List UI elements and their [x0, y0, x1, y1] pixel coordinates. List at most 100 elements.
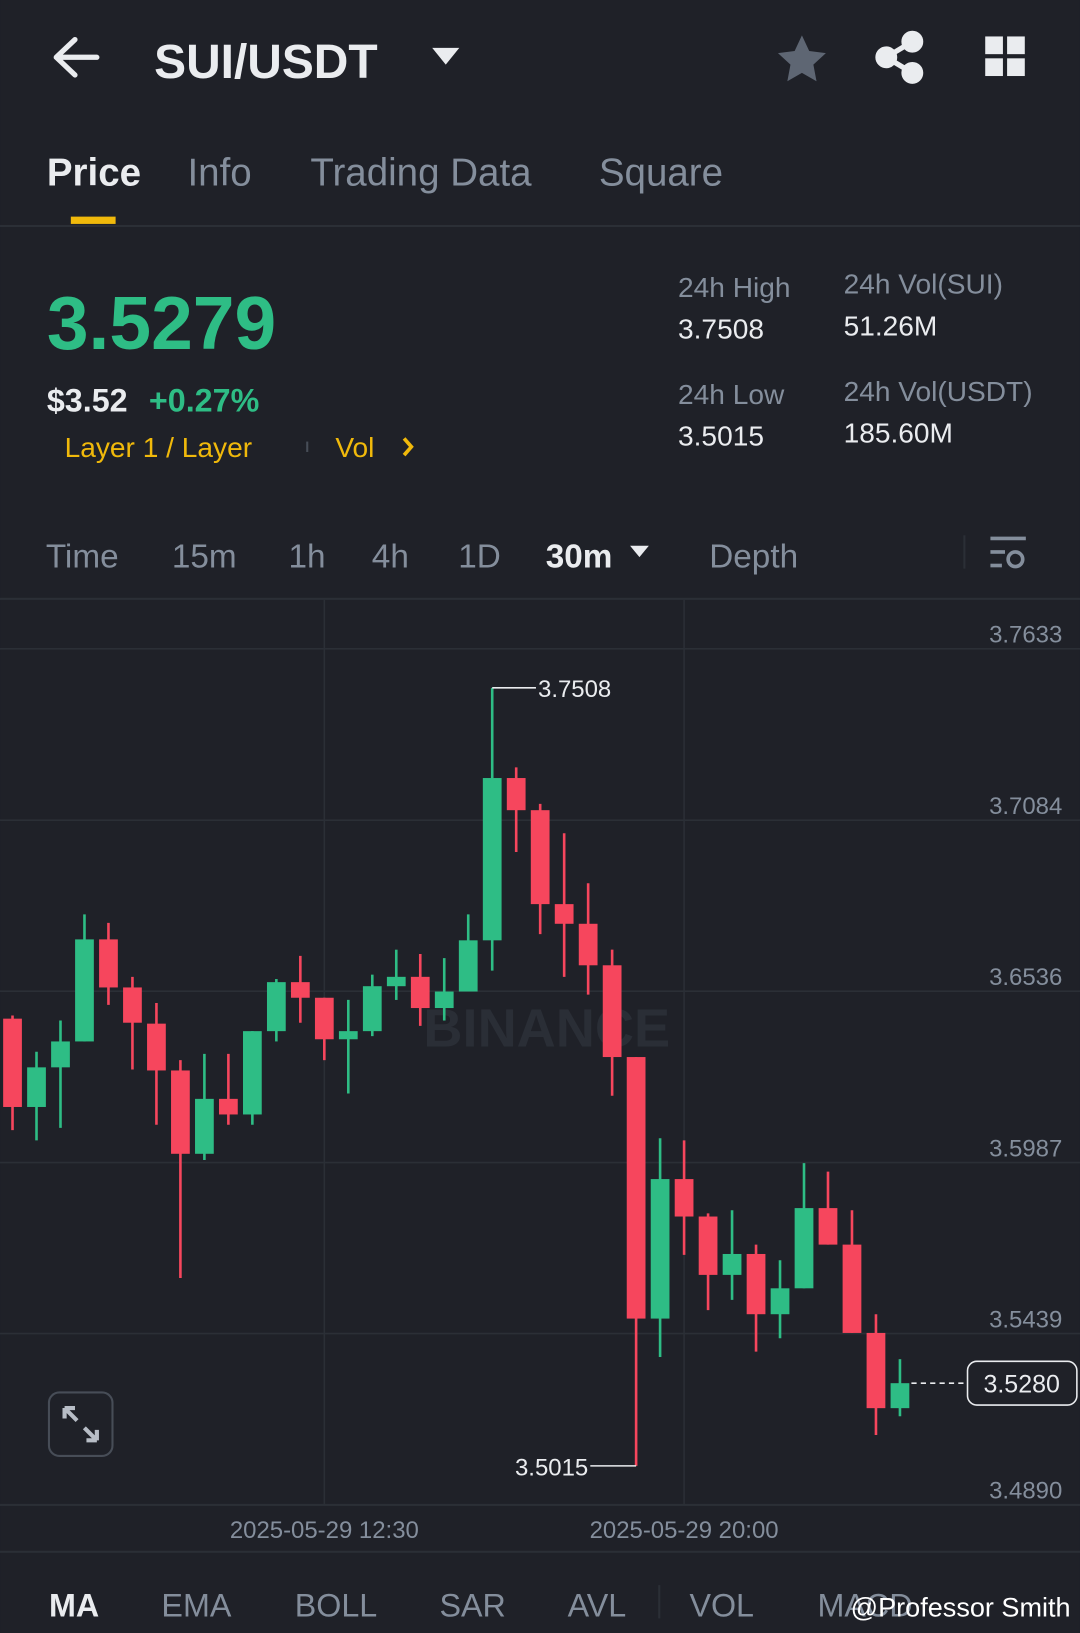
candle-body: [458, 940, 478, 992]
tab[interactable]: Price: [47, 151, 141, 194]
candle-body: [51, 1041, 70, 1068]
usd-price: $3.52: [47, 382, 128, 418]
candle-body: [147, 1023, 166, 1071]
candle-body: [626, 1057, 646, 1319]
divider: [0, 597, 1080, 600]
interval[interactable]: Depth: [709, 539, 798, 576]
candle-body: [722, 1253, 742, 1275]
stat-value: 3.5015: [678, 421, 764, 452]
candle-body: [506, 778, 526, 811]
stat-value: 185.60M: [844, 418, 953, 449]
tab[interactable]: Trading Data: [310, 151, 532, 194]
stat-value: 51.26M: [844, 310, 938, 341]
candle-body: [770, 1288, 790, 1315]
y-tick-label: 3.4890: [989, 1478, 1062, 1505]
indicator-tab[interactable]: SAR: [439, 1587, 505, 1623]
stat-label: 24h Low: [678, 379, 785, 410]
vol-chevron[interactable]: [402, 437, 414, 457]
last-price-label: 3.5280: [983, 1371, 1059, 1399]
pair-dropdown[interactable]: [432, 47, 460, 65]
fullscreen-button[interactable]: [47, 1391, 114, 1457]
interval[interactable]: 15m: [172, 539, 237, 576]
candle-body: [219, 1098, 238, 1115]
indicator-tab[interactable]: BOLL: [295, 1587, 378, 1623]
y-tick-label: 3.5439: [989, 1306, 1062, 1333]
candle-body: [794, 1208, 814, 1289]
candle-body: [314, 997, 334, 1040]
interval[interactable]: 4h: [372, 539, 409, 576]
candle-body: [578, 923, 598, 966]
favorite-icon[interactable]: [777, 35, 826, 82]
grid-icon[interactable]: [985, 36, 1025, 77]
sector-tag[interactable]: Layer 1 / Layer: [65, 432, 253, 463]
stat-label: 24h Vol(USDT): [844, 376, 1033, 407]
y-tick-label: 3.6536: [989, 964, 1062, 991]
candle-body: [338, 1031, 358, 1040]
interval-dropdown[interactable]: [630, 545, 649, 558]
separator: [306, 441, 309, 452]
stat-label: 24h Vol(SUI): [844, 269, 1003, 300]
candle-body: [386, 976, 406, 987]
tab-indicator: [70, 216, 116, 224]
divider: [0, 1550, 1080, 1553]
low-label: 3.5015: [515, 1454, 588, 1481]
candle-body: [27, 1067, 46, 1107]
credit-watermark: @Professor Smith: [851, 1591, 1071, 1622]
candle-body: [890, 1383, 910, 1409]
candle-body: [3, 1018, 22, 1107]
candle-body: [746, 1253, 766, 1315]
interval[interactable]: Time: [46, 539, 119, 576]
candle-body: [842, 1244, 862, 1333]
indicator-tab[interactable]: MACD: [818, 1587, 913, 1623]
indicator-tab[interactable]: MA: [49, 1587, 99, 1623]
price-change: +0.27%: [149, 382, 259, 418]
x-tick-label: 2025-05-29 12:30: [230, 1517, 419, 1544]
candle-body: [195, 1098, 214, 1154]
share-icon[interactable]: [875, 30, 924, 84]
indicator-tab[interactable]: VOL: [689, 1587, 754, 1623]
interval[interactable]: 1D: [458, 539, 501, 576]
back-button[interactable]: [53, 36, 100, 78]
separator: [963, 535, 966, 569]
x-tick-label: 2025-05-29 20:00: [590, 1517, 779, 1544]
stat-label: 24h High: [678, 272, 791, 303]
tab[interactable]: Square: [599, 151, 723, 194]
candlestick-chart: 3.7633 3.7084 3.6536 3.5987 3.5439 3.4890 2025…: [0, 599, 1080, 1544]
indicator-tab[interactable]: EMA: [161, 1587, 231, 1623]
interval-selected[interactable]: 30m: [546, 539, 613, 576]
stat-value: 3.7508: [678, 313, 764, 344]
candle-body: [650, 1179, 670, 1319]
candle-body: [866, 1332, 886, 1409]
last-price-tag: [966, 1360, 1078, 1406]
candle-body: [482, 778, 502, 941]
candle-body: [171, 1070, 190, 1154]
candle-body: [290, 982, 310, 998]
candle-body: [818, 1208, 838, 1245]
y-tick-label: 3.7084: [989, 793, 1062, 820]
vol-link[interactable]: Vol: [335, 432, 374, 463]
indicator-tab[interactable]: AVL: [568, 1587, 627, 1623]
y-tick-label: 3.5987: [989, 1135, 1062, 1162]
separator: [658, 1585, 661, 1619]
high-label: 3.7508: [538, 676, 611, 703]
divider: [0, 1503, 1080, 1506]
tab[interactable]: Info: [187, 151, 251, 194]
watermark: BINANCE: [423, 999, 670, 1059]
candle-body: [434, 991, 454, 1009]
candle-body: [554, 904, 574, 924]
interval[interactable]: 1h: [288, 539, 325, 576]
candle-body: [75, 939, 94, 1042]
candle-body: [530, 810, 550, 905]
divider: [0, 224, 1080, 228]
candle-body: [266, 982, 286, 1032]
candle-body: [698, 1216, 718, 1275]
pair-title[interactable]: SUI/USDT: [154, 36, 378, 89]
chart-settings-icon[interactable]: [990, 536, 1026, 569]
candle-body: [674, 1179, 694, 1217]
candle-body: [362, 986, 382, 1032]
candle-body: [99, 939, 118, 988]
candle-body: [123, 987, 142, 1023]
candle-body: [602, 965, 622, 1058]
y-tick-label: 3.7633: [989, 622, 1062, 649]
